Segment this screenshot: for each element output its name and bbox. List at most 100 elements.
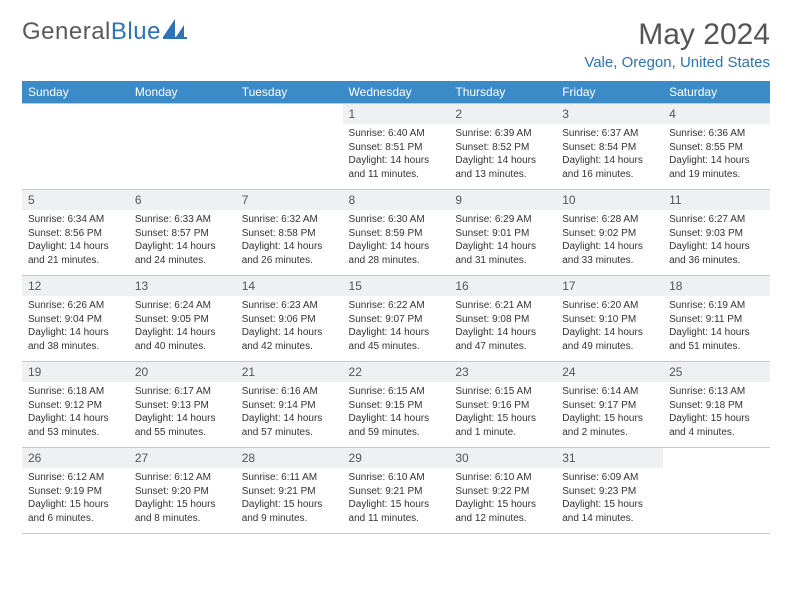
calendar-day-cell: 4Sunrise: 6:36 AMSunset: 8:55 PMDaylight… bbox=[663, 104, 770, 190]
brand-word-2: Blue bbox=[111, 18, 161, 46]
calendar-week-row: 26Sunrise: 6:12 AMSunset: 9:19 PMDayligh… bbox=[22, 448, 770, 534]
day-number: 14 bbox=[236, 276, 343, 296]
day-number: 7 bbox=[236, 190, 343, 210]
day-number: 29 bbox=[343, 448, 450, 468]
day-details: Sunrise: 6:34 AMSunset: 8:56 PMDaylight:… bbox=[22, 210, 129, 271]
day-details: Sunrise: 6:09 AMSunset: 9:23 PMDaylight:… bbox=[556, 468, 663, 529]
day-number: 13 bbox=[129, 276, 236, 296]
day-number: 8 bbox=[343, 190, 450, 210]
day-number: 16 bbox=[449, 276, 556, 296]
day-details: Sunrise: 6:21 AMSunset: 9:08 PMDaylight:… bbox=[449, 296, 556, 357]
day-number: 10 bbox=[556, 190, 663, 210]
day-number: 28 bbox=[236, 448, 343, 468]
day-number: 11 bbox=[663, 190, 770, 210]
day-details: Sunrise: 6:33 AMSunset: 8:57 PMDaylight:… bbox=[129, 210, 236, 271]
day-details: Sunrise: 6:19 AMSunset: 9:11 PMDaylight:… bbox=[663, 296, 770, 357]
calendar-day-cell: 3Sunrise: 6:37 AMSunset: 8:54 PMDaylight… bbox=[556, 104, 663, 190]
day-details: Sunrise: 6:15 AMSunset: 9:16 PMDaylight:… bbox=[449, 382, 556, 443]
calendar-week-row: 5Sunrise: 6:34 AMSunset: 8:56 PMDaylight… bbox=[22, 190, 770, 276]
day-number: 25 bbox=[663, 362, 770, 382]
calendar-week-row: 19Sunrise: 6:18 AMSunset: 9:12 PMDayligh… bbox=[22, 362, 770, 448]
calendar-day-cell: 17Sunrise: 6:20 AMSunset: 9:10 PMDayligh… bbox=[556, 276, 663, 362]
day-number: 6 bbox=[129, 190, 236, 210]
day-details: Sunrise: 6:20 AMSunset: 9:10 PMDaylight:… bbox=[556, 296, 663, 357]
calendar-day-cell: 9Sunrise: 6:29 AMSunset: 9:01 PMDaylight… bbox=[449, 190, 556, 276]
calendar-day-cell: 31Sunrise: 6:09 AMSunset: 9:23 PMDayligh… bbox=[556, 448, 663, 534]
calendar-day-cell: 12Sunrise: 6:26 AMSunset: 9:04 PMDayligh… bbox=[22, 276, 129, 362]
day-details: Sunrise: 6:11 AMSunset: 9:21 PMDaylight:… bbox=[236, 468, 343, 529]
day-number: 15 bbox=[343, 276, 450, 296]
weekday-header-row: SundayMondayTuesdayWednesdayThursdayFrid… bbox=[22, 81, 770, 104]
day-details: Sunrise: 6:22 AMSunset: 9:07 PMDaylight:… bbox=[343, 296, 450, 357]
calendar-day-cell: 11Sunrise: 6:27 AMSunset: 9:03 PMDayligh… bbox=[663, 190, 770, 276]
day-number: 21 bbox=[236, 362, 343, 382]
calendar-day-cell: 2Sunrise: 6:39 AMSunset: 8:52 PMDaylight… bbox=[449, 104, 556, 190]
calendar-day-cell: 10Sunrise: 6:28 AMSunset: 9:02 PMDayligh… bbox=[556, 190, 663, 276]
calendar-day-cell: 20Sunrise: 6:17 AMSunset: 9:13 PMDayligh… bbox=[129, 362, 236, 448]
brand-word-1: General bbox=[22, 18, 111, 46]
day-number: 5 bbox=[22, 190, 129, 210]
calendar-day-cell: 23Sunrise: 6:15 AMSunset: 9:16 PMDayligh… bbox=[449, 362, 556, 448]
calendar-day-cell: .. bbox=[22, 104, 129, 190]
day-number: 18 bbox=[663, 276, 770, 296]
header: GeneralBlue May 2024 Vale, Oregon, Unite… bbox=[22, 18, 770, 71]
day-details: Sunrise: 6:15 AMSunset: 9:15 PMDaylight:… bbox=[343, 382, 450, 443]
day-number: 31 bbox=[556, 448, 663, 468]
calendar-day-cell: 27Sunrise: 6:12 AMSunset: 9:20 PMDayligh… bbox=[129, 448, 236, 534]
weekday-header: Sunday bbox=[22, 81, 129, 104]
day-details: Sunrise: 6:36 AMSunset: 8:55 PMDaylight:… bbox=[663, 124, 770, 185]
day-details: Sunrise: 6:40 AMSunset: 8:51 PMDaylight:… bbox=[343, 124, 450, 185]
weekday-header: Friday bbox=[556, 81, 663, 104]
calendar-day-cell: 18Sunrise: 6:19 AMSunset: 9:11 PMDayligh… bbox=[663, 276, 770, 362]
day-details: Sunrise: 6:32 AMSunset: 8:58 PMDaylight:… bbox=[236, 210, 343, 271]
day-details: Sunrise: 6:10 AMSunset: 9:22 PMDaylight:… bbox=[449, 468, 556, 529]
calendar-table: SundayMondayTuesdayWednesdayThursdayFrid… bbox=[22, 81, 770, 534]
calendar-week-row: 12Sunrise: 6:26 AMSunset: 9:04 PMDayligh… bbox=[22, 276, 770, 362]
weekday-header: Thursday bbox=[449, 81, 556, 104]
day-details: Sunrise: 6:13 AMSunset: 9:18 PMDaylight:… bbox=[663, 382, 770, 443]
calendar-body: ......1Sunrise: 6:40 AMSunset: 8:51 PMDa… bbox=[22, 104, 770, 534]
calendar-day-cell: 6Sunrise: 6:33 AMSunset: 8:57 PMDaylight… bbox=[129, 190, 236, 276]
day-details: Sunrise: 6:17 AMSunset: 9:13 PMDaylight:… bbox=[129, 382, 236, 443]
day-number: 9 bbox=[449, 190, 556, 210]
day-details: Sunrise: 6:14 AMSunset: 9:17 PMDaylight:… bbox=[556, 382, 663, 443]
day-number: 4 bbox=[663, 104, 770, 124]
day-details: Sunrise: 6:12 AMSunset: 9:20 PMDaylight:… bbox=[129, 468, 236, 529]
calendar-day-cell: 13Sunrise: 6:24 AMSunset: 9:05 PMDayligh… bbox=[129, 276, 236, 362]
weekday-header: Wednesday bbox=[343, 81, 450, 104]
calendar-day-cell: 5Sunrise: 6:34 AMSunset: 8:56 PMDaylight… bbox=[22, 190, 129, 276]
calendar-day-cell: 21Sunrise: 6:16 AMSunset: 9:14 PMDayligh… bbox=[236, 362, 343, 448]
day-details: Sunrise: 6:29 AMSunset: 9:01 PMDaylight:… bbox=[449, 210, 556, 271]
weekday-header: Tuesday bbox=[236, 81, 343, 104]
day-number: 24 bbox=[556, 362, 663, 382]
calendar-day-cell: 30Sunrise: 6:10 AMSunset: 9:22 PMDayligh… bbox=[449, 448, 556, 534]
calendar-day-cell: 7Sunrise: 6:32 AMSunset: 8:58 PMDaylight… bbox=[236, 190, 343, 276]
calendar-day-cell: 24Sunrise: 6:14 AMSunset: 9:17 PMDayligh… bbox=[556, 362, 663, 448]
calendar-day-cell: 26Sunrise: 6:12 AMSunset: 9:19 PMDayligh… bbox=[22, 448, 129, 534]
calendar-day-cell: 19Sunrise: 6:18 AMSunset: 9:12 PMDayligh… bbox=[22, 362, 129, 448]
calendar-day-cell: .. bbox=[129, 104, 236, 190]
calendar-week-row: ......1Sunrise: 6:40 AMSunset: 8:51 PMDa… bbox=[22, 104, 770, 190]
day-number: 3 bbox=[556, 104, 663, 124]
day-number: 30 bbox=[449, 448, 556, 468]
day-number: 1 bbox=[343, 104, 450, 124]
calendar-day-cell: 28Sunrise: 6:11 AMSunset: 9:21 PMDayligh… bbox=[236, 448, 343, 534]
calendar-day-cell: 8Sunrise: 6:30 AMSunset: 8:59 PMDaylight… bbox=[343, 190, 450, 276]
day-details: Sunrise: 6:18 AMSunset: 9:12 PMDaylight:… bbox=[22, 382, 129, 443]
day-details: Sunrise: 6:37 AMSunset: 8:54 PMDaylight:… bbox=[556, 124, 663, 185]
day-number: 19 bbox=[22, 362, 129, 382]
day-details: Sunrise: 6:12 AMSunset: 9:19 PMDaylight:… bbox=[22, 468, 129, 529]
day-number: 27 bbox=[129, 448, 236, 468]
weekday-header: Monday bbox=[129, 81, 236, 104]
calendar-day-cell: 16Sunrise: 6:21 AMSunset: 9:08 PMDayligh… bbox=[449, 276, 556, 362]
calendar-day-cell: 14Sunrise: 6:23 AMSunset: 9:06 PMDayligh… bbox=[236, 276, 343, 362]
calendar-day-cell: 25Sunrise: 6:13 AMSunset: 9:18 PMDayligh… bbox=[663, 362, 770, 448]
day-details: Sunrise: 6:28 AMSunset: 9:02 PMDaylight:… bbox=[556, 210, 663, 271]
calendar-day-cell: 1Sunrise: 6:40 AMSunset: 8:51 PMDaylight… bbox=[343, 104, 450, 190]
day-number: 23 bbox=[449, 362, 556, 382]
calendar-day-cell: 22Sunrise: 6:15 AMSunset: 9:15 PMDayligh… bbox=[343, 362, 450, 448]
sail-icon bbox=[163, 18, 189, 46]
day-details: Sunrise: 6:30 AMSunset: 8:59 PMDaylight:… bbox=[343, 210, 450, 271]
day-details: Sunrise: 6:27 AMSunset: 9:03 PMDaylight:… bbox=[663, 210, 770, 271]
brand-logo: GeneralBlue bbox=[22, 18, 189, 46]
